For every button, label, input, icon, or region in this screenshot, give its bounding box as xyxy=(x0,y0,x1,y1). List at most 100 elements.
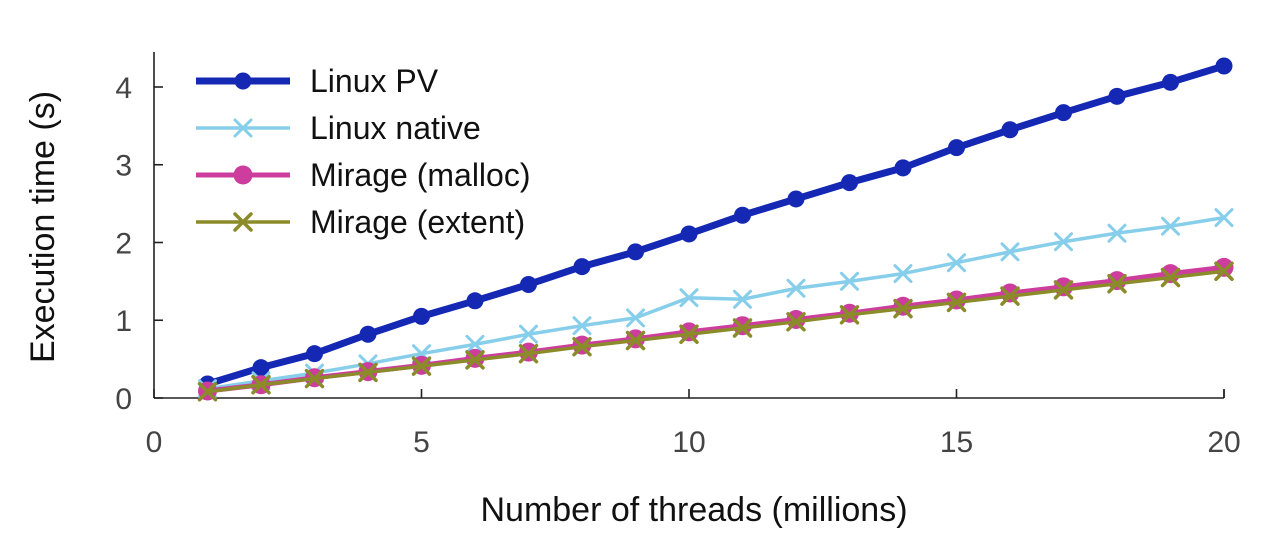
marker-stroke xyxy=(411,356,432,376)
series-mirage-malloc xyxy=(198,257,1234,401)
marker-stroke xyxy=(947,253,966,273)
marker-stroke xyxy=(1000,242,1020,262)
data-point xyxy=(1054,232,1073,252)
data-point xyxy=(841,174,858,192)
marker-stroke xyxy=(233,212,253,232)
legend-item: Mirage (malloc) xyxy=(196,157,530,193)
series-line xyxy=(207,215,1225,391)
y-tick-label: 3 xyxy=(115,150,132,183)
data-point xyxy=(572,336,592,357)
legend-marker xyxy=(234,72,252,90)
marker-stroke xyxy=(786,278,806,298)
data-point xyxy=(1108,87,1126,105)
data-point xyxy=(465,334,485,354)
marker-stroke xyxy=(679,288,699,308)
data-point xyxy=(1000,283,1020,303)
legend-label: Mirage (extent) xyxy=(310,204,525,240)
marker-stroke xyxy=(1107,273,1127,294)
marker-stroke xyxy=(946,292,967,313)
y-tick-label: 2 xyxy=(115,227,132,260)
marker-stroke xyxy=(1000,286,1020,306)
data-point xyxy=(197,382,218,402)
data-point xyxy=(1161,216,1180,236)
legend-item: Linux PV xyxy=(196,63,439,99)
data-point xyxy=(893,298,913,319)
marker-stroke xyxy=(572,336,592,357)
marker-stroke xyxy=(893,264,913,284)
marker-stroke xyxy=(626,308,645,328)
x-tick-label: 10 xyxy=(672,426,705,459)
data-point xyxy=(1214,208,1234,228)
data-point xyxy=(948,139,965,157)
data-point xyxy=(465,350,485,370)
marker-stroke xyxy=(1161,216,1180,236)
x-tick-label: 15 xyxy=(940,426,973,459)
data-point xyxy=(252,359,270,377)
marker-stroke xyxy=(679,324,699,344)
legend-marker xyxy=(233,165,253,185)
legend-label: Mirage (malloc) xyxy=(310,157,530,193)
data-point xyxy=(1000,242,1020,262)
data-point xyxy=(893,264,913,284)
data-point xyxy=(626,308,645,328)
data-point xyxy=(1107,223,1127,243)
data-point xyxy=(358,362,378,383)
legend-label: Linux native xyxy=(310,110,481,146)
y-tick-label: 0 xyxy=(115,383,132,416)
data-point xyxy=(680,225,698,243)
data-point xyxy=(520,275,537,293)
marker-stroke xyxy=(358,362,378,383)
marker-stroke xyxy=(465,350,485,370)
marker-stroke xyxy=(840,271,859,291)
legend-label: Linux PV xyxy=(310,63,439,99)
marker-stroke xyxy=(732,318,753,338)
data-point xyxy=(304,368,325,389)
series-layer xyxy=(197,57,1234,402)
data-point xyxy=(734,206,751,224)
data-point xyxy=(679,324,699,344)
data-point xyxy=(840,271,859,291)
marker-stroke xyxy=(1053,280,1074,300)
x-tick-label: 5 xyxy=(413,426,430,459)
marker-stroke xyxy=(518,343,539,364)
data-point xyxy=(413,307,430,325)
data-point xyxy=(411,356,432,376)
x-axis-title: Number of threads (millions) xyxy=(480,491,907,529)
data-point xyxy=(1215,57,1233,75)
data-point xyxy=(518,343,539,364)
x-tick-label: 20 xyxy=(1207,426,1240,459)
series-line xyxy=(207,269,1225,394)
data-point xyxy=(572,316,592,336)
marker-stroke xyxy=(893,298,913,319)
data-point xyxy=(306,345,323,363)
data-point xyxy=(786,278,806,298)
data-point xyxy=(1054,277,1073,297)
data-point xyxy=(839,305,860,325)
data-point xyxy=(1001,121,1019,139)
y-axis-title: Execution time (s) xyxy=(24,91,62,363)
marker-stroke xyxy=(839,305,860,325)
data-point xyxy=(1161,264,1180,284)
marker-stroke xyxy=(625,330,646,351)
legend-marker xyxy=(233,212,253,232)
data-point xyxy=(1053,280,1074,300)
marker-stroke xyxy=(1160,267,1181,288)
marker-stroke xyxy=(733,289,752,309)
data-point xyxy=(946,292,967,313)
data-point xyxy=(519,324,538,344)
marker-stroke xyxy=(519,324,538,344)
marker-stroke xyxy=(197,382,218,402)
data-point xyxy=(787,190,805,208)
marker-stroke xyxy=(233,118,253,138)
series-mirage-extent xyxy=(197,261,1234,402)
data-point xyxy=(1107,271,1127,291)
marker-stroke xyxy=(1214,261,1234,282)
marker-stroke xyxy=(251,375,271,395)
marker-stroke xyxy=(1107,223,1127,243)
data-point xyxy=(1214,257,1234,277)
data-point xyxy=(1160,267,1181,288)
x-tick-label: 0 xyxy=(146,426,163,459)
data-point xyxy=(627,243,644,261)
axes: 0 1 2 3 4 0 5 10 15 20 xyxy=(115,52,1241,459)
